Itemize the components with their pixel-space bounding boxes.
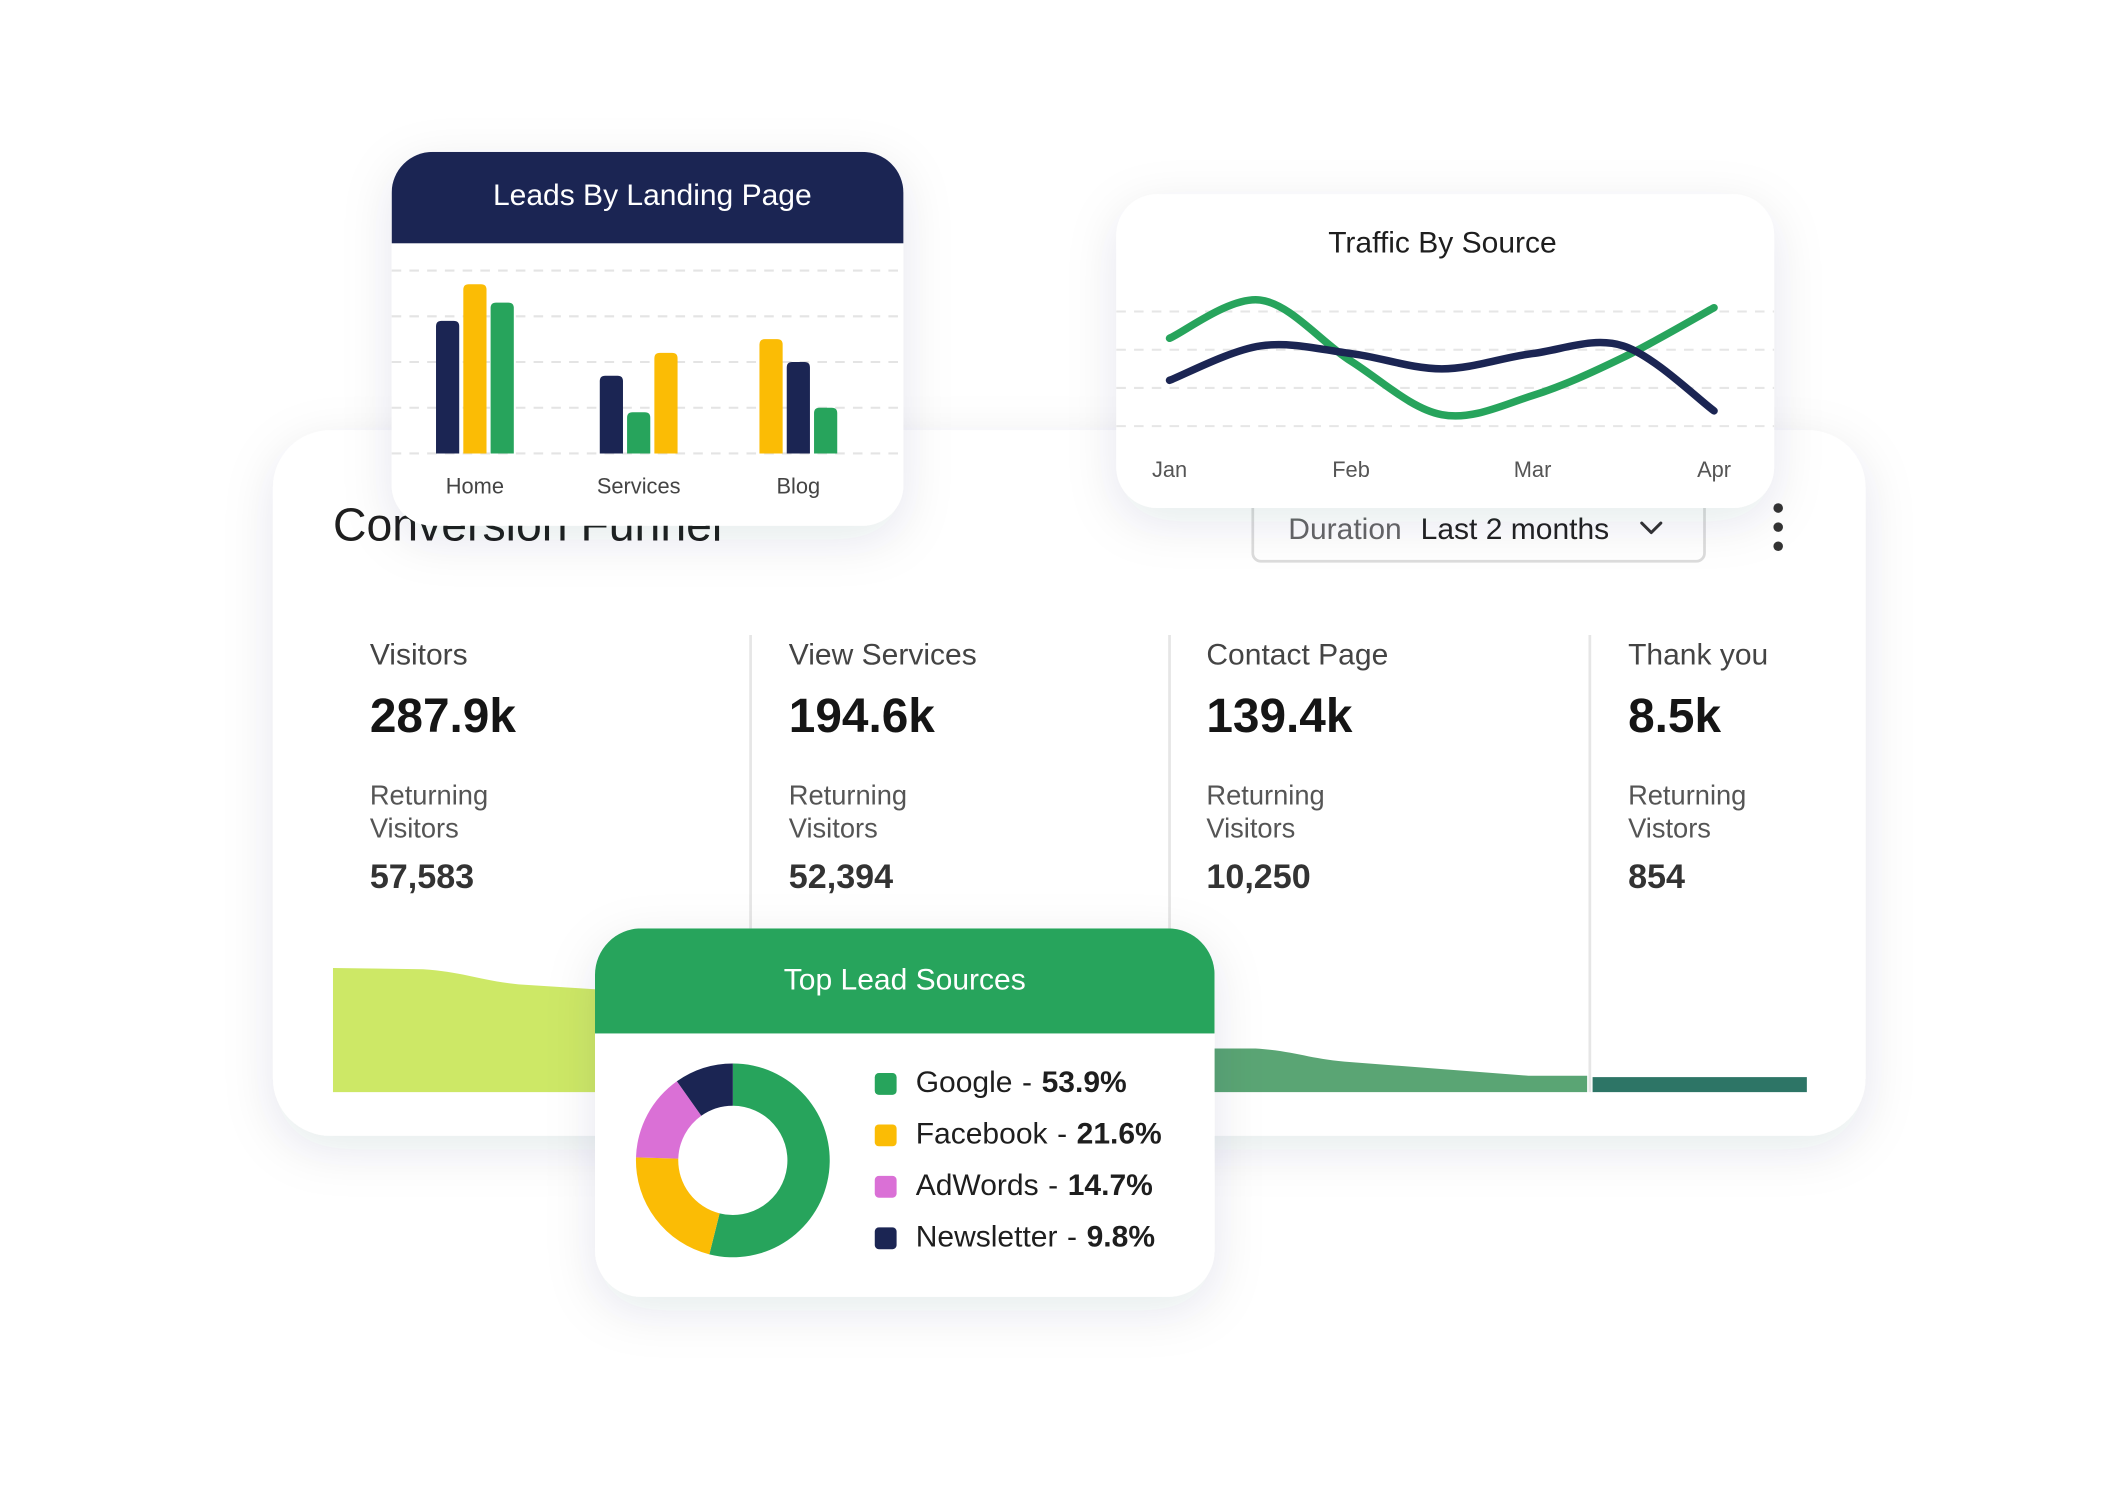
- stage-value: 8.5k: [1628, 690, 1721, 743]
- chevron-icon: [1640, 521, 1663, 535]
- x-tick-label: Blog: [776, 473, 820, 498]
- stage-value: 139.4k: [1206, 690, 1352, 743]
- bar: [463, 284, 487, 454]
- legend-label: Google: [916, 1066, 1013, 1099]
- pie-title: Top Lead Sources: [784, 964, 1026, 997]
- x-tick-label: Services: [597, 473, 681, 498]
- returning-label: Vistors: [1628, 812, 1711, 843]
- legend-value: 53.9%: [1042, 1066, 1127, 1099]
- stage-value: 287.9k: [370, 690, 516, 743]
- donut-slice: [635, 1081, 702, 1159]
- legend-entry: Google -53.9%: [916, 1066, 1127, 1099]
- legend-swatch: [874, 1124, 897, 1147]
- bar: [599, 375, 623, 454]
- legend-label: AdWords: [916, 1169, 1039, 1202]
- dot: [1773, 541, 1783, 552]
- stages: Visitors287.9kReturningVisitors57,583Vie…: [370, 639, 1768, 897]
- card-header: [391, 151, 904, 244]
- legend-separator: -: [1022, 1066, 1032, 1099]
- pie-card: Top Lead Sources Google -53.9%Facebook -21…: [595, 928, 1215, 1297]
- bar: [759, 339, 783, 454]
- returning-label: Returning: [370, 780, 488, 811]
- line-series: [1165, 338, 1718, 415]
- returning-label: Returning: [1628, 780, 1746, 811]
- returning-label: Returning: [1206, 780, 1324, 811]
- legend-label: Newsletter: [916, 1220, 1058, 1253]
- legend-value: 9.8%: [1087, 1220, 1155, 1253]
- dot: [1773, 503, 1783, 513]
- legend-value: 21.6%: [1077, 1117, 1162, 1150]
- bar-title: Leads By Landing Page: [493, 179, 812, 212]
- bar: [654, 352, 678, 454]
- legend-separator: -: [1067, 1220, 1077, 1253]
- line-card: Traffic By Source Jan Feb Mar Apr: [1116, 194, 1775, 509]
- returning-value: 854: [1628, 858, 1685, 896]
- legend-swatch: [874, 1227, 897, 1250]
- bar: [786, 362, 810, 454]
- donut-slice: [676, 1063, 733, 1116]
- stage-label: Visitors: [370, 639, 468, 672]
- bar: [814, 407, 838, 454]
- legend-separator: -: [1048, 1169, 1058, 1202]
- line-plot: Jan Feb Mar Apr: [1116, 296, 1775, 482]
- returning-label: Visitors: [1206, 812, 1295, 843]
- x-tick-label: Home: [446, 473, 504, 498]
- donut-slice: [709, 1063, 830, 1258]
- x-tick-label: Jan: [1152, 457, 1187, 482]
- card-header: [595, 928, 1215, 1034]
- stage-value: 194.6k: [789, 690, 935, 743]
- bar-plot: Home Services Blog: [391, 269, 904, 498]
- bar: [436, 320, 460, 454]
- funnel-segment: [1169, 1048, 1588, 1093]
- line-series: [1165, 296, 1718, 420]
- returning-label: Visitors: [789, 812, 878, 843]
- returning-value: 52,394: [789, 858, 893, 896]
- dot: [1773, 522, 1783, 532]
- donut-slice: [635, 1157, 720, 1255]
- legend-entry: AdWords -14.7%: [916, 1169, 1153, 1202]
- legend-value: 14.7%: [1068, 1169, 1153, 1202]
- legend-separator: -: [1057, 1117, 1067, 1150]
- legend-swatch: [874, 1175, 897, 1198]
- stage-label: View Services: [789, 639, 977, 672]
- line-title: Traffic By Source: [1328, 227, 1557, 260]
- legend-label: Facebook: [916, 1117, 1049, 1150]
- legend-entry: Facebook -21.6%: [916, 1117, 1162, 1150]
- pie-plot: Google -53.9%Facebook -21.6%AdWords -14.7%N…: [635, 1063, 1162, 1258]
- bar: [490, 302, 514, 454]
- duration-value: Last 2 months: [1421, 513, 1610, 546]
- returning-value: 10,250: [1206, 858, 1310, 896]
- returning-label: Visitors: [370, 812, 459, 843]
- bar: [627, 412, 651, 454]
- funnel-segment: [1592, 1077, 1807, 1093]
- duration-label: Duration: [1288, 513, 1401, 546]
- bar-card: Leads By Landing Page Home Services Blog: [391, 151, 904, 526]
- x-tick-label: Apr: [1697, 457, 1731, 482]
- card-bg: [1116, 194, 1775, 509]
- more-menu[interactable]: [1773, 503, 1783, 552]
- returning-label: Returning: [789, 780, 907, 811]
- x-tick-label: Feb: [1332, 457, 1370, 482]
- legend-entry: Newsletter -9.8%: [916, 1220, 1155, 1253]
- legend-swatch: [874, 1073, 897, 1095]
- x-tick-label: Mar: [1514, 457, 1552, 482]
- stage-label: Contact Page: [1206, 639, 1388, 672]
- stage-label: Thank you: [1628, 639, 1768, 672]
- returning-value: 57,583: [370, 858, 474, 896]
